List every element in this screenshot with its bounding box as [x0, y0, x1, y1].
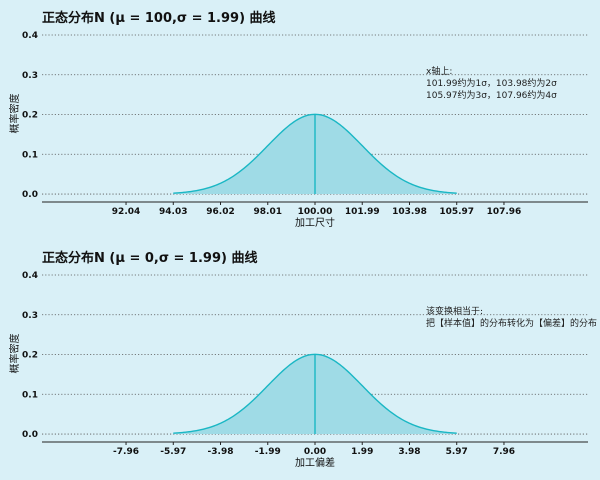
x-tick-label: 103.98: [392, 207, 427, 217]
x-tick-label: 1.99: [351, 447, 373, 457]
y-tick-label: 0.1: [22, 390, 38, 400]
y-tick-label: 0.0: [22, 430, 38, 440]
chart-title: 正态分布N (μ = 100,σ = 1.99) 曲线: [42, 10, 276, 26]
x-tick-label: -5.97: [160, 447, 186, 457]
y-tick-label: 0.4: [22, 31, 38, 41]
x-tick-label: 105.97: [439, 207, 474, 217]
x-tick-label: 5.97: [446, 447, 468, 457]
x-tick-label: 7.96: [493, 447, 515, 457]
y-tick-label: 0.3: [22, 71, 38, 81]
annotation-line: 把【样本值】的分布转化为【偏差】的分布: [426, 317, 597, 329]
y-axis-label: 概率密度: [8, 94, 21, 134]
x-tick-label: 0.00: [304, 447, 326, 457]
y-tick-label: 0.1: [22, 150, 38, 160]
x-tick-label: 94.03: [159, 207, 187, 217]
y-axis-label: 概率密度: [8, 334, 21, 374]
annotation-line: x轴上:: [426, 65, 452, 77]
x-tick-label: 107.96: [487, 207, 522, 217]
y-tick-label: 0.2: [22, 111, 38, 121]
annotation-line: 101.99约为1σ，103.98约为2σ: [426, 77, 557, 89]
annotation-line: 该变换相当于:: [426, 305, 483, 317]
x-tick-label: 100.00: [298, 207, 333, 217]
x-tick-label: 98.01: [254, 207, 282, 217]
x-axis-label: 加工偏差: [295, 456, 335, 469]
x-tick-label: -3.98: [208, 447, 234, 457]
y-tick-label: 0.2: [22, 351, 38, 361]
chart-panel-1: 正态分布N (μ = 100,σ = 1.99) 曲线 0.0 0.1 0.2 0.3 0…: [8, 10, 588, 229]
y-tick-label: 0.4: [22, 271, 38, 281]
chart-panel-2: 正态分布N (μ = 0,σ = 1.99) 曲线 0.0 0.1 0.2 0.3 0.4…: [8, 250, 597, 469]
x-tick-label: 3.98: [398, 447, 420, 457]
x-tick-label: 92.04: [112, 207, 140, 217]
x-tick-label: 101.99: [345, 207, 380, 217]
x-axis-label: 加工尺寸: [295, 216, 335, 229]
annotation-line: 105.97约为3σ，107.96约为4σ: [426, 89, 557, 101]
x-tick-label: 96.02: [206, 207, 234, 217]
y-tick-label: 0.3: [22, 311, 38, 321]
y-tick-label: 0.0: [22, 190, 38, 200]
x-tick-label: -1.99: [255, 447, 281, 457]
x-tick-label: -7.96: [113, 447, 139, 457]
chart-title: 正态分布N (μ = 0,σ = 1.99) 曲线: [42, 250, 257, 266]
